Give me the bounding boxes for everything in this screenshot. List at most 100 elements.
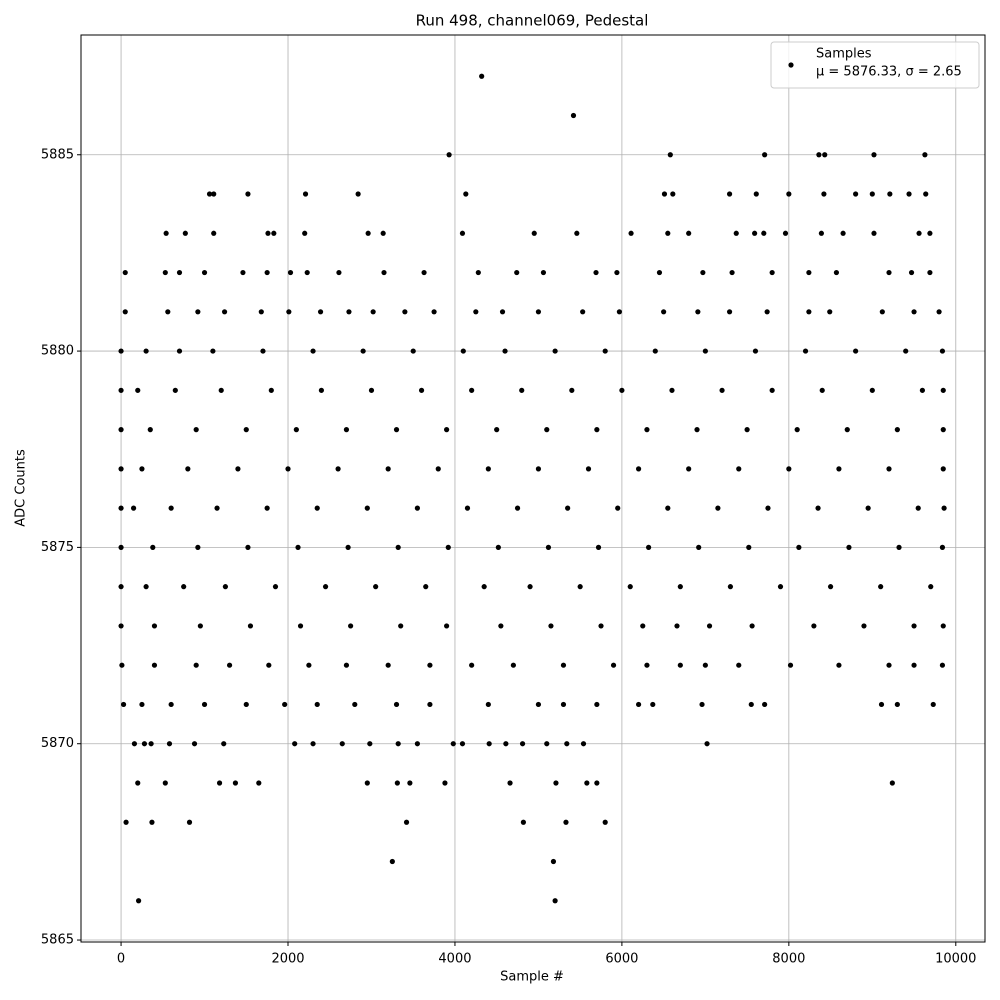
point	[260, 348, 266, 354]
point	[186, 819, 193, 825]
y-tick-label: 5885	[41, 147, 74, 162]
point	[887, 191, 893, 197]
point	[878, 701, 885, 708]
point	[700, 269, 706, 276]
point	[118, 584, 124, 590]
point	[719, 387, 725, 393]
point	[475, 269, 481, 276]
point	[906, 191, 912, 197]
point	[927, 269, 933, 276]
point	[297, 623, 304, 629]
point	[459, 230, 466, 236]
point	[627, 584, 633, 590]
point	[445, 544, 451, 550]
point	[736, 466, 742, 472]
point	[878, 584, 884, 590]
point	[939, 662, 946, 668]
point	[148, 741, 154, 747]
point	[694, 427, 700, 433]
point	[322, 584, 329, 590]
point	[827, 309, 833, 315]
point	[806, 309, 812, 315]
point	[380, 230, 386, 236]
point	[928, 584, 934, 590]
point	[206, 191, 213, 197]
point	[733, 230, 739, 236]
point	[777, 584, 784, 590]
point	[594, 427, 600, 433]
legend-marker	[788, 62, 794, 68]
point	[749, 623, 755, 629]
point	[565, 505, 571, 511]
point	[385, 466, 391, 472]
point	[894, 427, 900, 433]
point	[628, 230, 634, 236]
point	[915, 505, 921, 511]
point	[402, 309, 408, 315]
point	[335, 466, 341, 472]
point	[908, 269, 915, 276]
point	[393, 701, 400, 708]
point	[364, 505, 370, 511]
point	[166, 741, 173, 747]
point	[927, 230, 933, 236]
point	[150, 544, 156, 550]
point	[499, 309, 506, 315]
point	[485, 466, 491, 472]
point	[704, 741, 710, 747]
point	[726, 191, 733, 197]
point	[702, 662, 708, 668]
point	[123, 819, 129, 825]
point	[702, 348, 708, 354]
point	[940, 466, 946, 472]
point	[896, 544, 902, 550]
point	[222, 584, 229, 590]
point	[833, 269, 840, 276]
point	[120, 701, 127, 708]
point	[191, 741, 198, 747]
point	[545, 544, 552, 550]
point	[811, 623, 817, 629]
point	[295, 544, 301, 550]
point	[139, 701, 145, 708]
point	[819, 387, 825, 393]
point	[677, 584, 683, 590]
point	[444, 427, 450, 433]
point	[414, 505, 420, 511]
point	[744, 427, 750, 433]
point	[610, 662, 617, 668]
point	[469, 662, 475, 668]
point	[118, 623, 124, 629]
point	[822, 152, 828, 158]
y-tick-label: 5880	[41, 344, 74, 359]
point	[844, 427, 850, 433]
point	[139, 466, 145, 472]
point	[450, 741, 456, 747]
point	[293, 427, 299, 433]
point	[923, 191, 929, 197]
point	[939, 348, 946, 354]
point	[481, 584, 487, 590]
point	[118, 466, 124, 472]
point	[459, 741, 466, 747]
point	[147, 427, 153, 433]
point	[210, 348, 216, 354]
point	[360, 348, 366, 354]
point	[665, 230, 671, 236]
point	[794, 427, 800, 433]
point	[245, 544, 251, 550]
point	[395, 741, 401, 747]
point	[135, 780, 141, 786]
point	[119, 662, 125, 668]
point	[264, 269, 270, 276]
chart-title: Run 498, channel069, Pedestal	[416, 12, 649, 30]
point	[941, 505, 947, 511]
point	[677, 662, 683, 668]
x-tick-label: 2000	[271, 952, 304, 967]
y-axis-label: ADC Counts	[14, 449, 29, 527]
point	[495, 544, 501, 550]
point	[696, 544, 702, 550]
point	[221, 309, 228, 315]
point	[865, 505, 871, 511]
